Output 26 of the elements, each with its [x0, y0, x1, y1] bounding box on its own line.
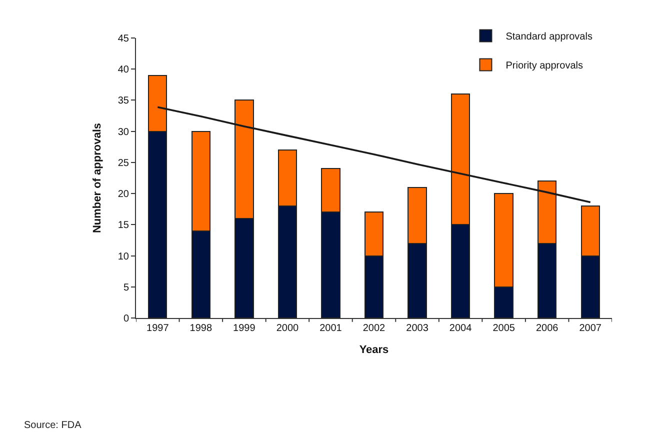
y-tick-label: 20 [118, 189, 130, 200]
x-tick-label: 2003 [406, 323, 429, 334]
x-tick-label: 2006 [536, 323, 559, 334]
x-tick-label: 1999 [233, 323, 256, 334]
legend-label: Standard approvals [506, 32, 592, 43]
x-tick-label: 2002 [362, 323, 386, 334]
x-tick-label: 1997 [146, 323, 170, 334]
y-tick-label: 5 [123, 282, 130, 294]
x-tick-label: 2007 [579, 323, 602, 334]
x-tick-label: 1998 [190, 323, 212, 334]
y-tick-label: 30 [118, 126, 130, 138]
y-axis-title: Number of approvals [92, 122, 104, 234]
legend-label: Priority approvals [506, 60, 583, 72]
y-tick-label: 10 [118, 251, 130, 262]
x-tick-label: 2001 [320, 323, 342, 334]
y-tick-label: 35 [118, 96, 130, 107]
y-tick-label: 15 [118, 220, 130, 232]
x-axis-title: Years [359, 344, 389, 356]
y-tick-label: 25 [118, 158, 130, 169]
y-tick-label: 40 [118, 64, 130, 76]
source-note: Source: FDA [24, 420, 82, 431]
y-tick-label: 0 [123, 314, 130, 324]
x-tick-label: 2000 [276, 323, 300, 334]
x-tick-label: 2005 [492, 323, 516, 334]
x-tick-label: 2004 [449, 323, 472, 334]
y-tick-label: 45 [118, 34, 130, 44]
